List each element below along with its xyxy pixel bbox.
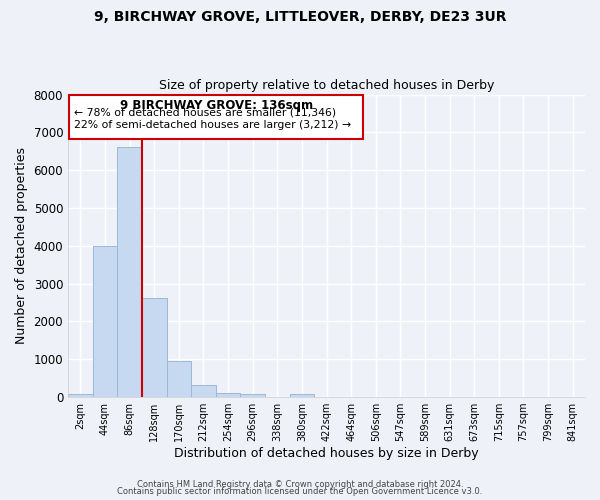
Y-axis label: Number of detached properties: Number of detached properties [15, 148, 28, 344]
Text: ← 78% of detached houses are smaller (11,346): ← 78% of detached houses are smaller (11… [74, 108, 337, 118]
Bar [216, 392, 241, 397]
Text: 9 BIRCHWAY GROVE: 136sqm: 9 BIRCHWAY GROVE: 136sqm [120, 99, 313, 112]
Bar [191, 385, 216, 397]
Bar [167, 361, 191, 397]
Title: Size of property relative to detached houses in Derby: Size of property relative to detached ho… [159, 79, 494, 92]
Text: 9, BIRCHWAY GROVE, LITTLEOVER, DERBY, DE23 3UR: 9, BIRCHWAY GROVE, LITTLEOVER, DERBY, DE… [94, 10, 506, 24]
Text: 22% of semi-detached houses are larger (3,212) →: 22% of semi-detached houses are larger (… [74, 120, 352, 130]
Bar [290, 394, 314, 397]
Bar [241, 394, 265, 397]
Text: Contains HM Land Registry data © Crown copyright and database right 2024.: Contains HM Land Registry data © Crown c… [137, 480, 463, 489]
Bar [92, 246, 117, 397]
Bar [117, 148, 142, 397]
Bar [68, 394, 92, 397]
FancyBboxPatch shape [69, 94, 364, 139]
Text: Contains public sector information licensed under the Open Government Licence v3: Contains public sector information licen… [118, 487, 482, 496]
Bar [142, 298, 167, 397]
X-axis label: Distribution of detached houses by size in Derby: Distribution of detached houses by size … [174, 447, 479, 460]
